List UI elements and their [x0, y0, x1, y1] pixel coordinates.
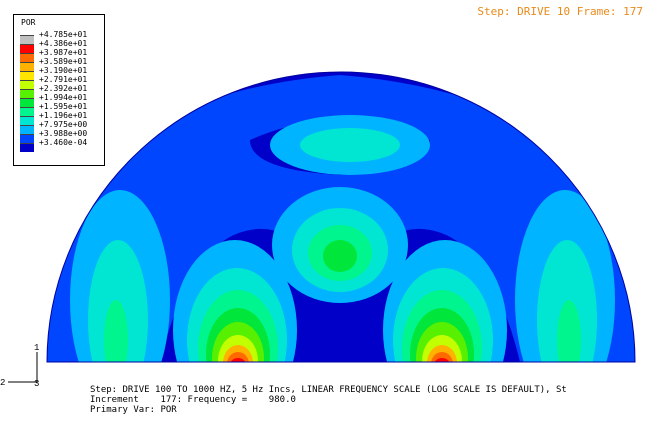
triad-label-normal: 3 [34, 379, 39, 389]
legend-labels: +4.785e+01 +4.386e+01 +3.987e+01 +3.589e… [39, 30, 87, 147]
step-info-block: Step: DRIVE 100 TO 1000 HZ, 5 Hz Incs, L… [90, 385, 567, 415]
step-description: Step: DRIVE 100 TO 1000 HZ, 5 Hz Incs, L… [90, 385, 567, 395]
legend-swatch [20, 35, 34, 44]
legend-label: +3.460e-04 [39, 138, 88, 147]
legend-label: +4.785e+01 [39, 30, 88, 39]
axis-triad: 1 2 3 [0, 343, 39, 389]
legend-label: +3.987e+01 [39, 48, 88, 57]
legend-label: +2.791e+01 [39, 75, 88, 84]
increment-frequency: Increment 177: Frequency = 980.0 [90, 395, 296, 405]
mesh-outline [46, 71, 636, 363]
legend-swatches [20, 35, 34, 152]
legend-label: +3.589e+01 [39, 57, 88, 66]
legend-swatch [20, 98, 34, 107]
legend-label: +7.975e+00 [39, 120, 88, 129]
triad-label-vertical: 1 [34, 343, 39, 353]
legend-swatch [20, 89, 34, 98]
primary-variable: Primary Var: POR [90, 405, 177, 415]
legend-label: +1.994e+01 [39, 93, 88, 102]
legend-title: POR [21, 18, 36, 27]
legend-label: +4.386e+01 [39, 39, 88, 48]
legend-label: +1.595e+01 [39, 102, 88, 111]
step-frame-title: Step: DRIVE 10 Frame: 177 [477, 5, 643, 18]
legend-swatch [20, 62, 34, 71]
legend-swatch [20, 80, 34, 89]
legend-swatch [20, 71, 34, 80]
legend-swatch [20, 125, 34, 134]
legend-label: +3.190e+01 [39, 66, 88, 75]
contour-legend: POR +4.785e+01 +4.386e+01 +3.987e+01 +3.… [13, 14, 105, 166]
legend-swatch [20, 53, 34, 62]
legend-swatch [20, 143, 34, 152]
legend-swatch [20, 116, 34, 125]
contour-plot [47, 72, 635, 362]
legend-label: +2.392e+01 [39, 84, 88, 93]
legend-swatch [20, 44, 34, 53]
legend-swatch [20, 107, 34, 116]
legend-label: +3.988e+00 [39, 129, 88, 138]
legend-label: +1.196e+01 [39, 111, 88, 120]
legend-swatch [20, 134, 34, 143]
triad-label-horizontal: 2 [0, 378, 5, 388]
